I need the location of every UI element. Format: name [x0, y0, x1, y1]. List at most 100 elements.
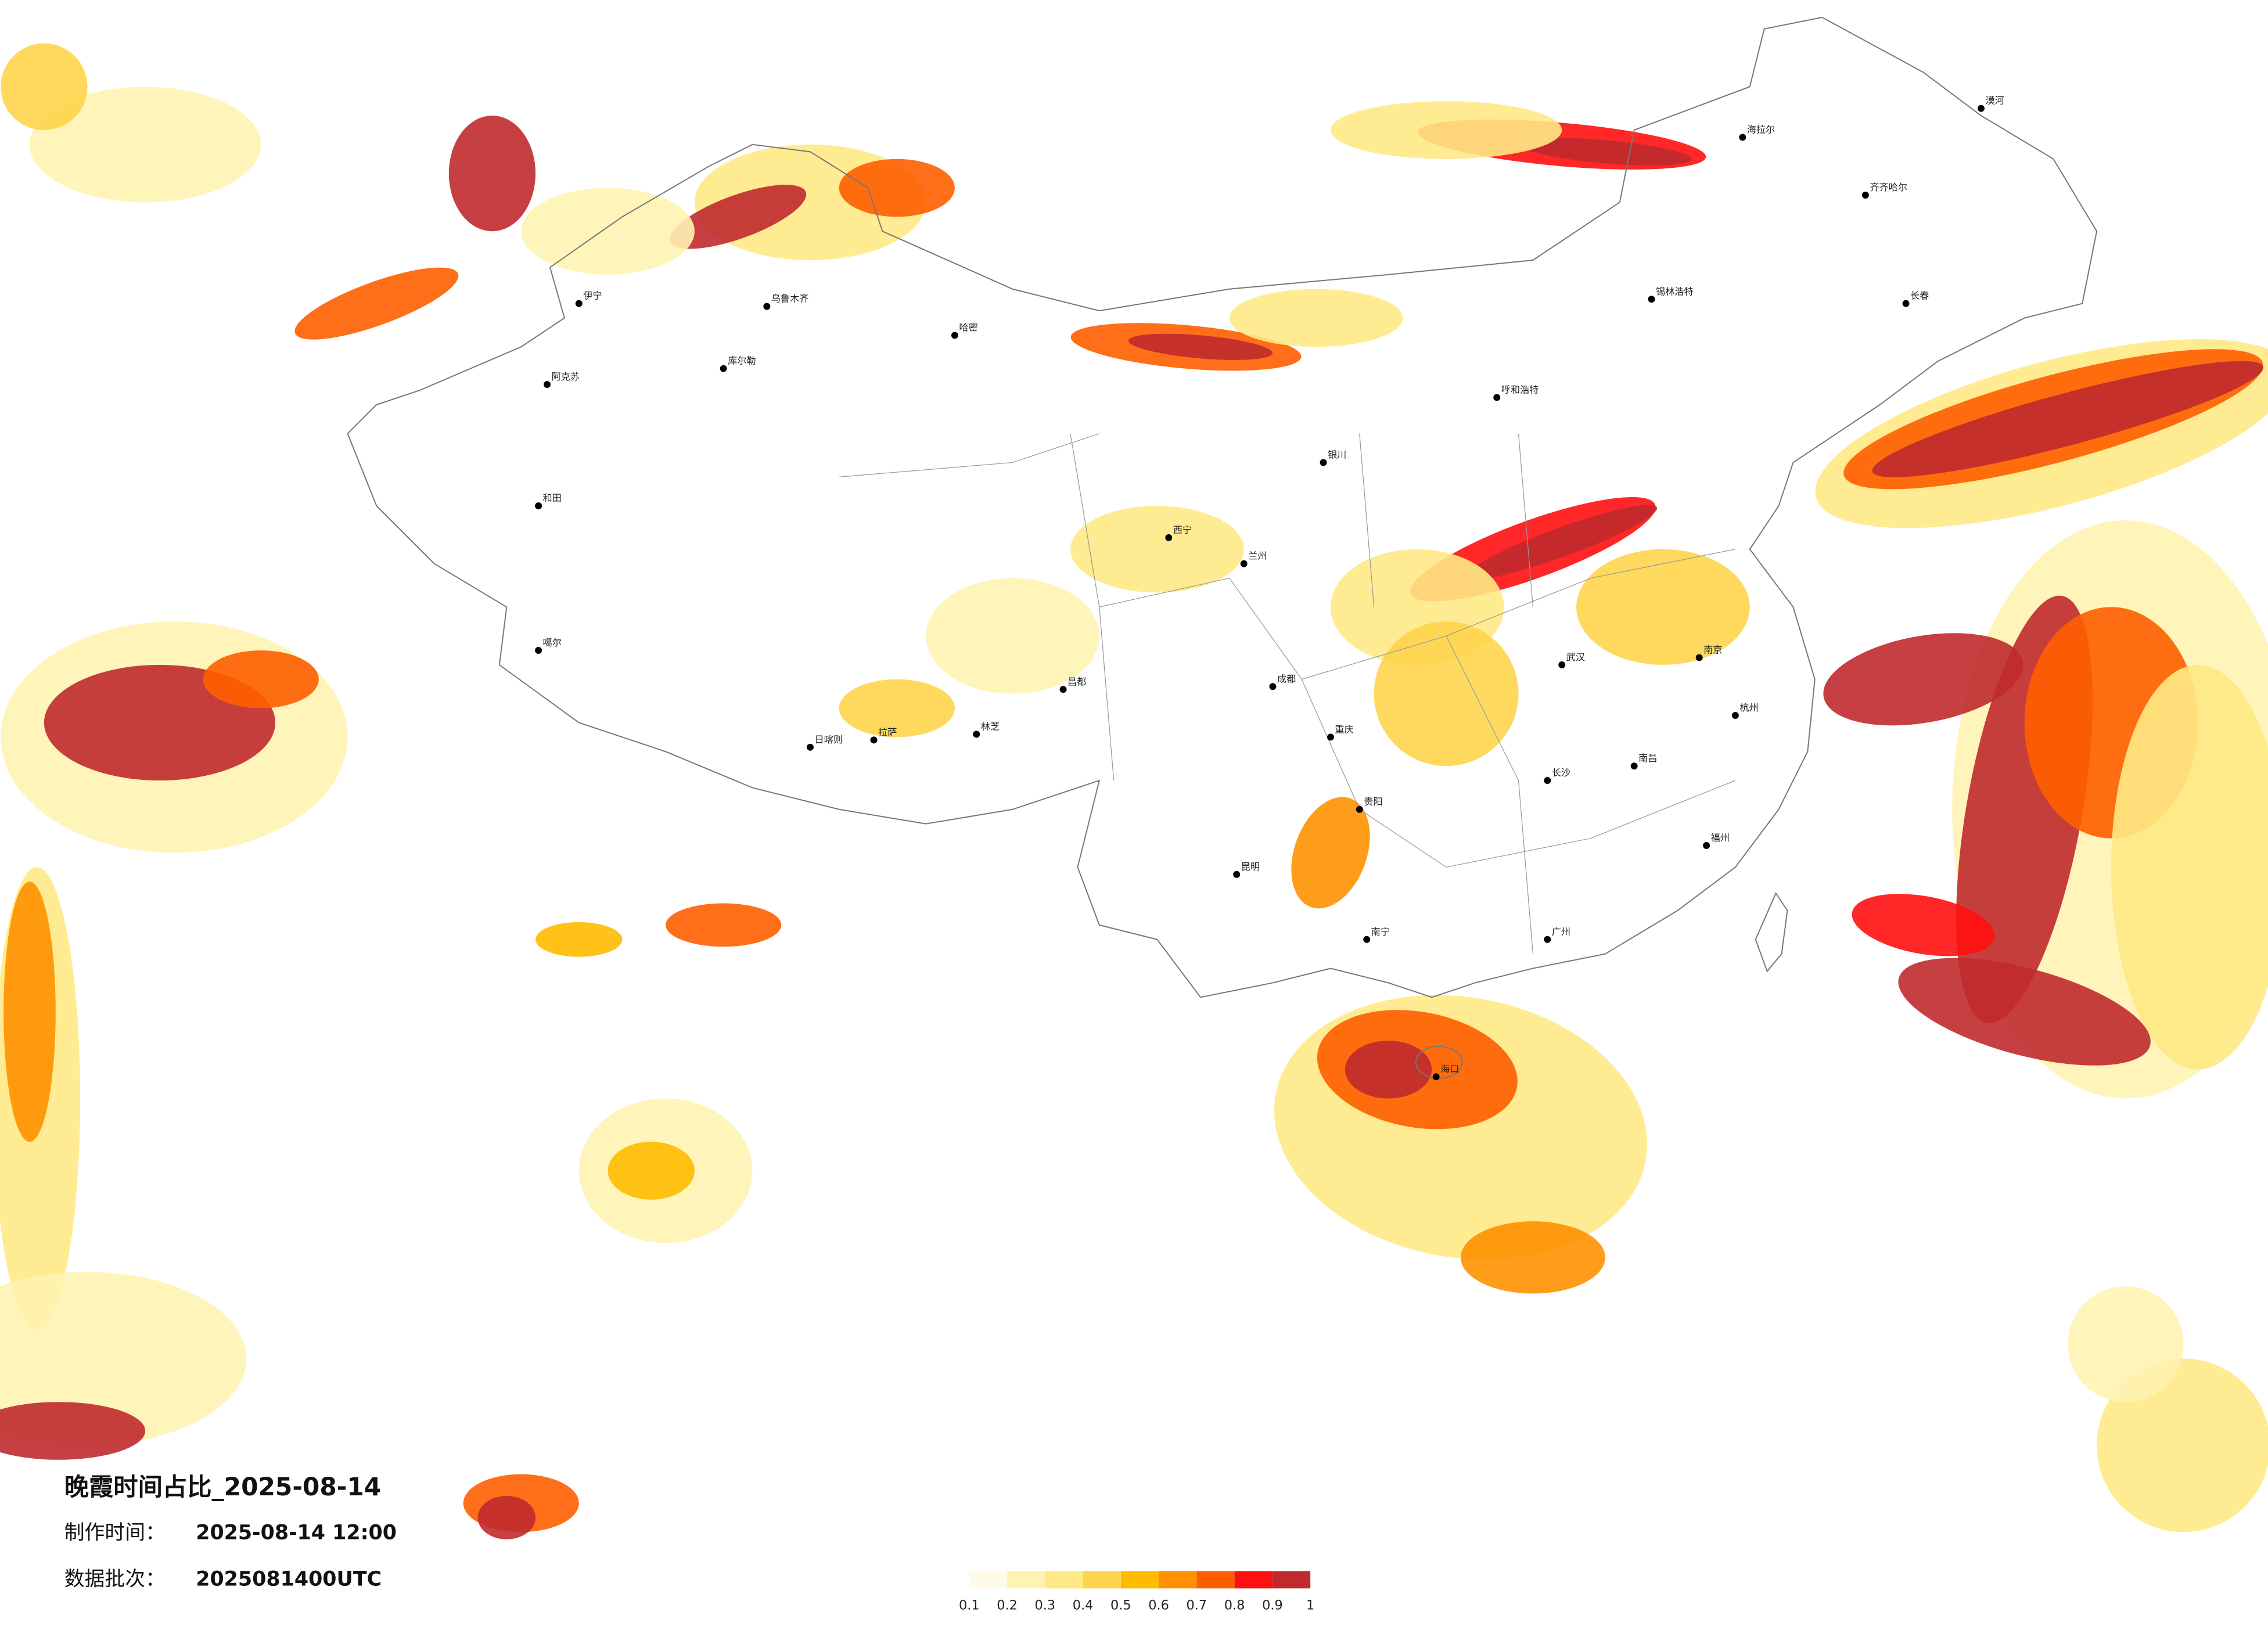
legend-label: 0.9 [1262, 1598, 1283, 1613]
legend-label: 1 [1306, 1598, 1314, 1613]
heat-patch [1345, 1041, 1432, 1099]
city-label: 阿克苏 [551, 371, 579, 382]
city-label: 贵阳 [1364, 796, 1382, 807]
heat-patch [1229, 289, 1403, 347]
city-dot [1739, 134, 1746, 141]
heat-patch [839, 679, 955, 738]
legend-swatch [1083, 1571, 1121, 1589]
info-value: 2025081400UTC [196, 1567, 382, 1591]
heat-layer [0, 43, 2268, 1539]
heat-patch [1519, 138, 1692, 166]
legend-label: 0.8 [1224, 1598, 1245, 1613]
city-dot [1544, 777, 1551, 784]
city-label: 南昌 [1638, 753, 1657, 764]
city-label: 海口 [1440, 1063, 1459, 1074]
info-label: 数据批次： [64, 1567, 166, 1591]
heat-patch [1070, 506, 1244, 593]
city-label: 武汉 [1566, 652, 1585, 663]
info-label: 制作时间： [64, 1521, 166, 1545]
city-dot [1432, 1073, 1440, 1081]
heat-patch [1852, 894, 1995, 956]
legend-swatch [969, 1571, 1008, 1589]
legend-swatch [1159, 1571, 1197, 1589]
legend-label: 0.6 [1148, 1598, 1169, 1613]
city-label: 日喀则 [814, 734, 842, 745]
city-dot [1059, 686, 1067, 693]
legend-label: 0.2 [997, 1598, 1018, 1613]
city-label: 昆明 [1241, 861, 1260, 872]
city-dot [1902, 300, 1910, 307]
city-dot [1240, 560, 1248, 567]
legend: 0.1 0.2 0.3 0.4 0.5 0.6 0.7 0.8 0.9 1 [959, 1571, 1314, 1613]
heat-patch [1374, 621, 1519, 767]
legend-swatch [1120, 1571, 1159, 1589]
city-label: 杭州 [1739, 702, 1758, 713]
legend-swatch [1045, 1571, 1083, 1589]
city-label: 和田 [543, 492, 562, 503]
city-label: 库尔勒 [728, 355, 756, 366]
city-label: 哈密 [959, 322, 977, 333]
island-border [1755, 892, 1788, 973]
heat-patch [0, 1272, 247, 1445]
legend-label: 0.1 [959, 1598, 980, 1613]
city-label: 银川 [1328, 449, 1346, 461]
heat-patch [521, 188, 695, 275]
city-dot [1648, 296, 1655, 303]
heat-patch [203, 650, 319, 708]
city-label: 伊宁 [583, 290, 602, 301]
city-label: 西宁 [1173, 524, 1192, 535]
city-dot [1165, 534, 1173, 541]
heat-patch [477, 1496, 536, 1539]
legend-label: 0.7 [1187, 1598, 1207, 1613]
city-label: 拉萨 [878, 726, 897, 738]
city-dot [720, 365, 727, 372]
city-dot [1327, 733, 1334, 741]
heat-patch [839, 159, 955, 217]
heat-patch [1460, 1221, 1605, 1294]
city-label: 长春 [1910, 290, 1929, 301]
city-dot [870, 736, 878, 744]
city-dot [535, 502, 542, 510]
city-label: 广州 [1552, 926, 1570, 937]
city-dot [1363, 936, 1371, 943]
city-label: 漠河 [1985, 95, 2004, 106]
heat-patch [666, 903, 782, 947]
city-dot [1978, 105, 1985, 112]
city-label: 齐齐哈尔 [1870, 182, 1907, 193]
city-label: 呼和浩特 [1501, 384, 1539, 395]
heat-patch [669, 185, 807, 249]
city-dot [1233, 870, 1241, 878]
heat-patch [1291, 797, 1370, 909]
heat-patch [1576, 549, 1750, 665]
city-dot [763, 303, 771, 310]
heat-patch [0, 1402, 146, 1460]
city-label: 林芝 [981, 721, 1000, 732]
legend-swatch [1007, 1571, 1045, 1589]
city-dot [1630, 762, 1638, 770]
city-dot [544, 381, 551, 388]
city-label: 锡林浩特 [1656, 286, 1694, 297]
city-dot [1558, 661, 1566, 668]
legend-label: 0.4 [1073, 1598, 1094, 1613]
city-dot [1320, 459, 1327, 466]
legend-swatch [1272, 1571, 1311, 1589]
city-dot [1731, 712, 1739, 719]
legend-label: 0.3 [1034, 1598, 1055, 1613]
heat-patch [448, 116, 536, 232]
city-dot [807, 743, 814, 751]
city-label: 南宁 [1371, 926, 1390, 937]
city-label: 福州 [1711, 832, 1730, 843]
heat-patch [535, 922, 623, 957]
city-dot [575, 300, 583, 307]
city-dot [951, 332, 958, 339]
info-value: 2025-08-14 12:00 [196, 1521, 397, 1545]
heat-patch [926, 578, 1099, 694]
city-label: 长沙 [1552, 767, 1570, 778]
heat-patch [1467, 505, 1658, 580]
heat-patch [29, 87, 261, 203]
heat-patch [608, 1142, 695, 1200]
city-dot [1544, 936, 1551, 943]
